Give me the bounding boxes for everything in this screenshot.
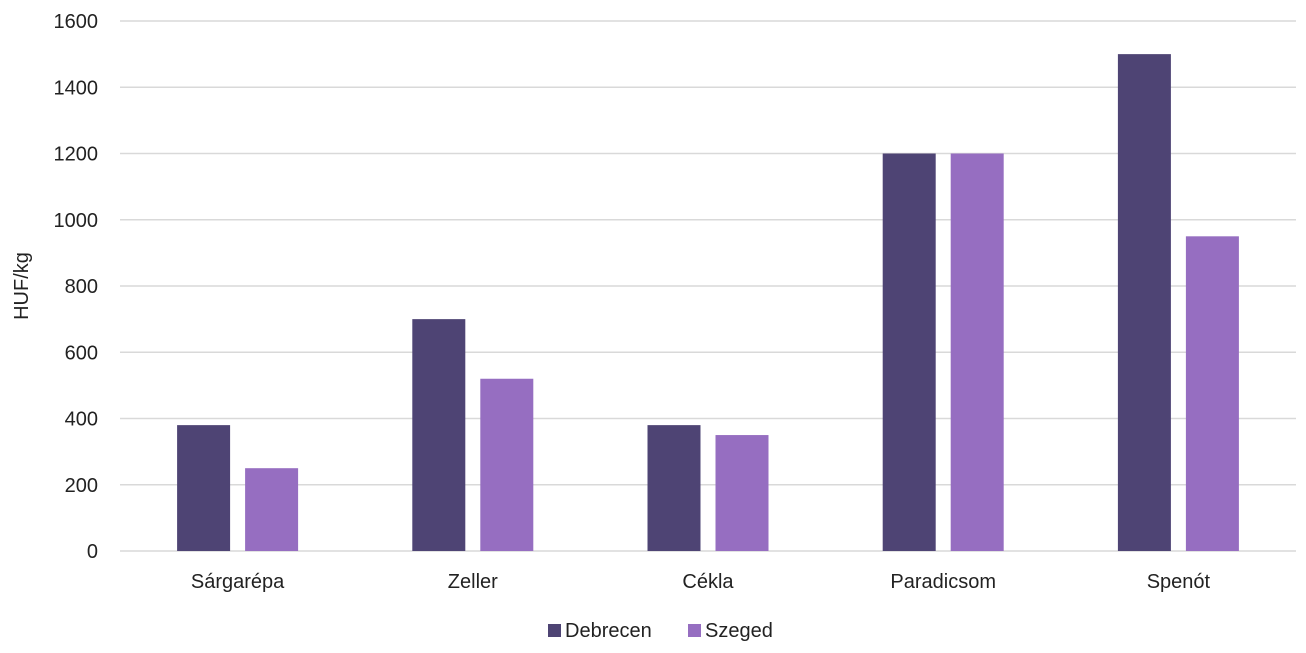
y-tick-label: 600: [65, 342, 98, 364]
bar-debrecen-4: [1117, 54, 1171, 551]
legend-swatch-szeged: [688, 624, 701, 637]
y-axis-title: HUF/kg: [11, 252, 33, 320]
bar-debrecen-0: [177, 425, 231, 551]
x-axis-categories: Sárgarépa Zeller Cékla Paradicsom Spenót: [191, 571, 1211, 593]
x-category-label: Paradicsom: [890, 571, 996, 593]
bar-szeged-4: [1185, 236, 1239, 551]
legend-label-szeged: Szeged: [705, 620, 773, 642]
bar-debrecen-3: [882, 153, 936, 551]
bar-debrecen-1: [412, 319, 466, 551]
bar-debrecen-2: [647, 425, 701, 551]
x-category-label: Spenót: [1147, 571, 1211, 593]
y-tick-label: 0: [87, 541, 98, 563]
y-tick-label: 1000: [54, 210, 99, 232]
y-tick-label: 400: [65, 409, 98, 431]
legend-label-debrecen: Debrecen: [565, 620, 652, 642]
bar-szeged-0: [245, 468, 299, 551]
y-tick-label: 1200: [54, 144, 99, 166]
x-category-label: Zeller: [448, 571, 498, 593]
y-tick-label: 200: [65, 475, 98, 497]
gridlines: [120, 20, 1296, 552]
bar-szeged-3: [950, 153, 1004, 551]
bar-szeged-1: [480, 378, 534, 551]
y-tick-label: 1400: [54, 77, 99, 99]
x-category-label: Cékla: [682, 571, 734, 593]
legend-swatch-debrecen: [548, 624, 561, 637]
legend: Debrecen Szeged: [548, 620, 773, 642]
x-category-label: Sárgarépa: [191, 571, 285, 593]
bars: [177, 54, 1239, 551]
y-tick-label: 1600: [54, 11, 99, 33]
bar-szeged-2: [715, 435, 769, 551]
y-axis-ticks: 0 200 400 600 800 1000 1200 1400 1600: [54, 11, 99, 563]
y-tick-label: 800: [65, 276, 98, 298]
